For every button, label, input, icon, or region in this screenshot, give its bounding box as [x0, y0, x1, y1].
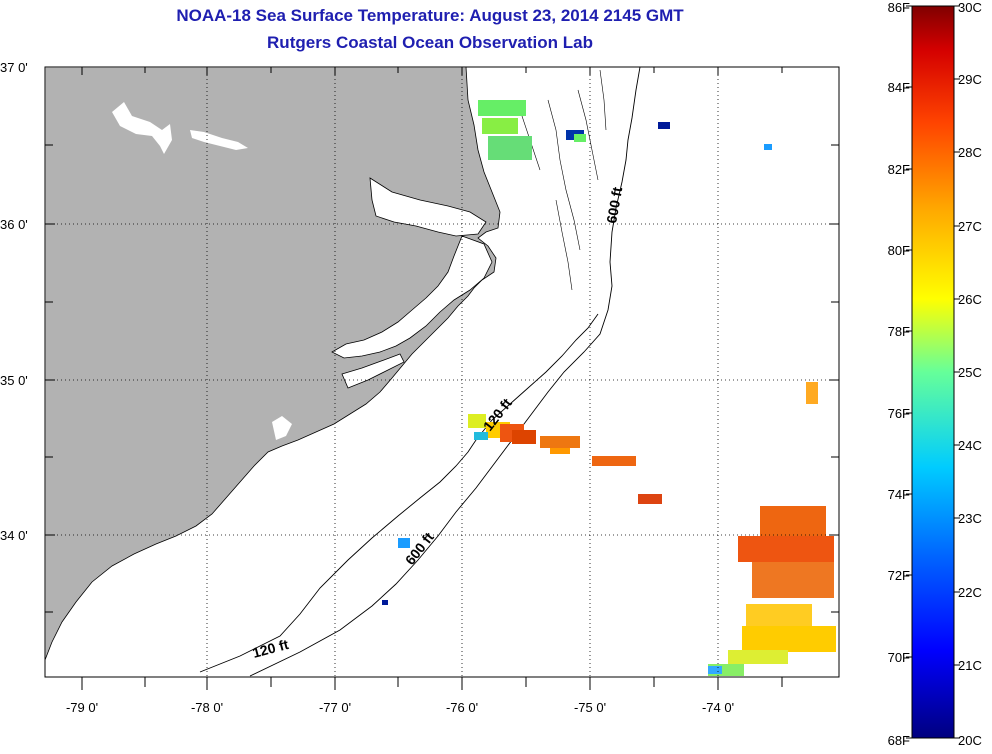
lon-label-75: -75 0' [573, 700, 607, 715]
lon-label-79: -79 0' [65, 700, 99, 715]
colorbar-c-label: 30C [958, 0, 982, 15]
colorbar-f-label: 80F [887, 243, 910, 258]
lon-label-74: -74 0' [701, 700, 735, 715]
colorbar-c-label: 29C [958, 72, 982, 87]
colorbar-ticks [906, 5, 960, 739]
contour-label-600-north: 600 ft [603, 185, 625, 224]
lon-label-78: -78 0' [190, 700, 224, 715]
lon-label-77: -77 0' [318, 700, 352, 715]
lat-label-34: 34 0' [0, 528, 28, 543]
lat-label-35: 35 0' [0, 373, 28, 388]
lat-lon-grid [45, 67, 839, 677]
colorbar-c-label: 20C [958, 733, 982, 748]
colorbar-f-label: 70F [887, 650, 910, 665]
colorbar-f-label: 76F [887, 406, 910, 421]
neuse-river [341, 353, 405, 389]
colorbar [911, 5, 955, 739]
colorbar-f-label: 68F [887, 733, 910, 748]
lat-label-37: 37 0' [0, 60, 28, 75]
colorbar-f-label: 78F [887, 324, 910, 339]
colorbar-c-label: 21C [958, 658, 982, 673]
albemarle-sound [369, 177, 487, 237]
shoal-lines [519, 69, 607, 291]
contour-600ft [249, 67, 641, 677]
inland-lake-3 [272, 416, 292, 440]
colorbar-c-label: 23C [958, 511, 982, 526]
pamlico-sound [331, 235, 493, 359]
lon-label-76: -76 0' [445, 700, 479, 715]
inland-lake-1 [112, 102, 172, 154]
colorbar-f-label: 82F [887, 162, 910, 177]
sst-patches [382, 100, 836, 676]
axis-ticks [45, 67, 839, 690]
colorbar-c-label: 28C [958, 145, 982, 160]
map-subtitle: Rutgers Coastal Ocean Observation Lab [267, 33, 593, 52]
colorbar-f-label: 72F [887, 568, 910, 583]
colorbar-f-label: 74F [887, 487, 910, 502]
map-title: NOAA-18 Sea Surface Temperature: August … [176, 6, 684, 25]
colorbar-c-label: 22C [958, 585, 982, 600]
colorbar-c-label: 26C [958, 292, 982, 307]
colorbar-c-label: 24C [958, 438, 982, 453]
colorbar-f-label: 84F [887, 80, 910, 95]
inland-lake-2 [190, 130, 248, 150]
colorbar-f-label: 86F [887, 0, 910, 15]
colorbar-c-label: 27C [958, 219, 982, 234]
colorbar-c-label: 25C [958, 365, 982, 380]
lat-label-36: 36 0' [0, 217, 28, 232]
